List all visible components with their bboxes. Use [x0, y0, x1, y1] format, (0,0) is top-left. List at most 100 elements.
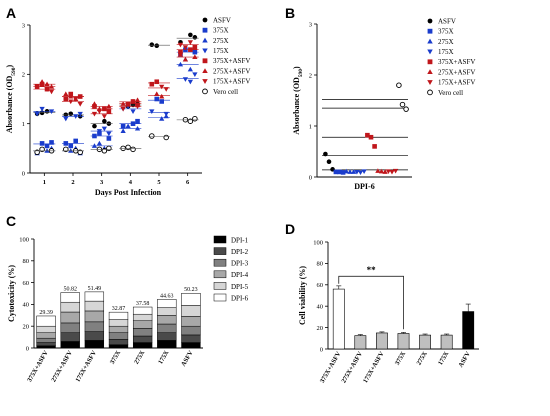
chart-a-point: [149, 42, 155, 48]
chart-c-bar-275x-dpi-3: [132, 328, 153, 337]
chart-b-point: [350, 169, 357, 174]
chart-a-point: [68, 99, 74, 105]
chart-a-point: [44, 143, 50, 149]
chart-c: 0 20 40 60 80 100 29.39 375X+ASFV 50.82 275X+ASFV…: [7, 235, 249, 383]
chart-a-point: [159, 99, 164, 104]
chart-b-y-tick-3: 3: [309, 21, 312, 28]
chart-c-bar-175x-dpi-6: [157, 299, 177, 308]
legend-label-dpi-6: DPI-6: [231, 294, 249, 302]
chart-a-point: [192, 72, 198, 77]
chart-a-point: [159, 84, 165, 90]
chart-a-point: [125, 101, 131, 107]
chart-c-bar-375x-dpi-5: [108, 319, 129, 327]
chart-c-y-tick-80: 80: [23, 258, 30, 265]
chart-a-point: [149, 109, 155, 114]
chart-a-x-tick-3: 3: [100, 179, 104, 186]
chart-a-point: [68, 111, 74, 117]
chart-d-bar-175x-asfv: [376, 332, 388, 350]
chart-a-point: [68, 143, 74, 149]
chart-c-bar-175x-dpi-5: [157, 307, 177, 316]
chart-a-point: [73, 97, 79, 102]
chart-c-bar-275x-dpi-1: [132, 342, 153, 349]
panel-letter-d: D: [285, 221, 295, 237]
legend-marker-275x-asfv: [427, 69, 433, 75]
chart-a-point: [106, 109, 112, 114]
chart-c-category-label: 275X+ASFV: [50, 349, 74, 383]
chart-a-series-375x: [33, 47, 199, 149]
chart-a-point: [182, 77, 189, 82]
chart-a-point: [39, 141, 45, 146]
chart-b-point: [382, 169, 388, 174]
chart-a-point: [44, 81, 50, 87]
chart-c-bar-175x-asfv-dpi-2: [84, 331, 105, 341]
chart-d-bar-375x: [397, 333, 410, 350]
chart-c-bar-275x-dpi-2: [132, 335, 153, 343]
chart-b-point: [403, 106, 409, 112]
chart-a-point: [91, 143, 98, 148]
legend-label-375x-asfv: 375X+ASFV: [438, 58, 475, 66]
chart-b-point: [385, 169, 392, 175]
chart-b-series-asfv: [323, 151, 335, 172]
chart-a-point: [154, 43, 160, 49]
chart-a-point: [192, 35, 198, 40]
chart-c-bar-175x-dpi-3: [157, 323, 177, 333]
chart-a-point: [192, 44, 198, 50]
chart-a-point: [91, 111, 98, 117]
chart-c-category-label: 375X+ASFV: [26, 349, 50, 383]
chart-c-y-tick-40: 40: [23, 302, 30, 309]
chart-c-bar-375x-asfv-dpi-4: [36, 332, 56, 339]
chart-a-point: [187, 66, 194, 72]
chart-d-category-label: 275X: [416, 350, 429, 366]
chart-c-category-label: 375X: [109, 349, 122, 365]
chart-d-significance-bracket: [338, 275, 404, 330]
chart-a-x-tick-4: 4: [129, 179, 133, 186]
legend-label-vero-cell: Vero cell: [438, 89, 463, 97]
legend-marker-vero-cell: [427, 89, 433, 96]
chart-d-category-label: 375X: [394, 350, 407, 366]
chart-a-point: [159, 116, 165, 121]
legend-marker-375x-asfv: [427, 59, 433, 65]
chart-c-total-label: 44.63: [160, 293, 174, 299]
chart-c-bar-175x-asfv-dpi-6: [84, 291, 105, 302]
chart-b-y-tick-0: 0: [309, 174, 312, 181]
chart-c-y-tick-0: 0: [26, 345, 29, 352]
chart-b-point: [396, 82, 402, 88]
legend-label-asfv: ASFV: [438, 17, 456, 25]
chart-a-y-tick-0: 0: [22, 170, 25, 177]
chart-b-point: [337, 169, 342, 175]
legend-swatch-dpi-1: [213, 235, 227, 244]
chart-a-point: [34, 84, 40, 90]
chart-c-bar-375x-asfv-dpi-2: [36, 342, 56, 347]
chart-a-point: [106, 145, 112, 152]
chart-a-x-tick-1: 1: [43, 179, 46, 186]
chart-b-point: [333, 169, 339, 175]
chart-d-y-tick-60: 60: [317, 282, 324, 289]
chart-d-y-tick-40: 40: [317, 304, 324, 311]
chart-a-point: [130, 109, 136, 114]
chart-c-total-label: 37.58: [136, 301, 150, 307]
chart-a-point: [44, 148, 50, 153]
chart-b-point: [361, 169, 367, 175]
chart-c-bar-175x-dpi-2: [157, 332, 177, 341]
chart-d-bar-asfv: [462, 311, 475, 350]
chart-a-point: [135, 118, 140, 124]
chart-b-y-tick-2: 2: [309, 72, 312, 79]
chart-a-series-275x-asfv: [33, 51, 199, 111]
legend-label-175x-asfv: 175X+ASFV: [438, 79, 475, 87]
chart-c-total-label: 51.49: [88, 286, 102, 292]
chart-a-point: [163, 87, 169, 92]
chart-a-y-tick-3: 3: [22, 22, 25, 29]
chart-c-bar-175x-dpi-1: [157, 340, 177, 349]
chart-b-series-275x-asfv: [375, 168, 388, 174]
chart-c-category-label: 175X+ASFV: [74, 349, 98, 383]
chart-a-series-175x: [33, 72, 199, 137]
chart-d-category-label: 175X+ASFV: [362, 350, 386, 384]
chart-c-bar-asfv-dpi-3: [181, 325, 201, 336]
chart-a-point: [101, 114, 108, 119]
legend-marker-275x: [427, 38, 433, 44]
chart-a-point: [187, 79, 194, 85]
chart-a-point: [73, 138, 78, 144]
chart-a-point: [192, 54, 198, 60]
legend-label-dpi-2: DPI-2: [231, 248, 249, 256]
legend-label-375x: 375X: [438, 28, 454, 36]
